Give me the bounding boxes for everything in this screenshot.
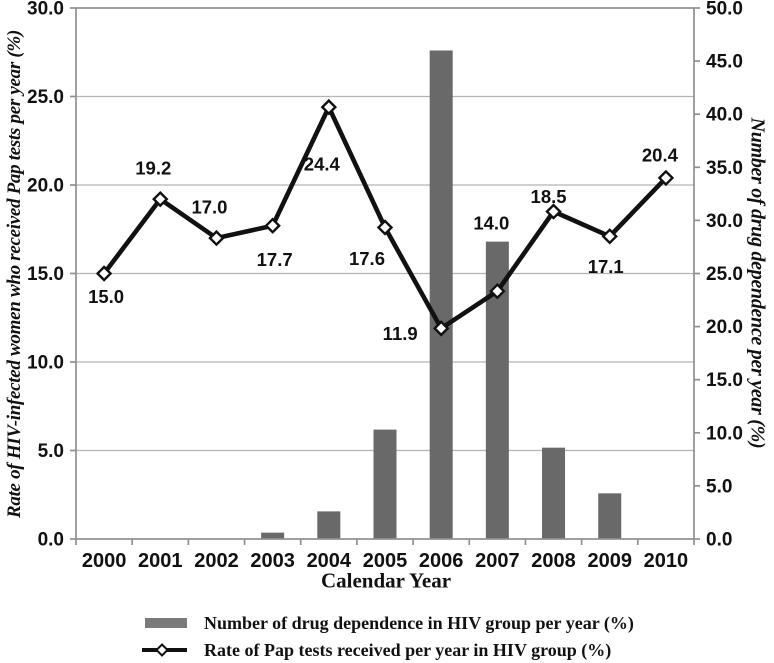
bar-swatch-icon (141, 618, 188, 628)
left-axis-tick-labels: 0.0 5.0 10.0 15.0 20.0 25.0 30.0 (27, 0, 64, 551)
bar-series (261, 50, 622, 539)
bar-2005 (373, 429, 397, 539)
axis-ticks (70, 7, 700, 545)
pap-rate-line (102, 101, 668, 332)
svg-text:30.0: 30.0 (27, 0, 64, 20)
svg-text:2010: 2010 (644, 550, 689, 572)
marker-2004 (320, 98, 338, 116)
legend-item-bars: Number of drug dependence in HIV group p… (141, 613, 634, 633)
marker-2010 (657, 169, 675, 187)
svg-text:2009: 2009 (587, 550, 632, 572)
bar-2003 (261, 532, 285, 539)
svg-text:2006: 2006 (419, 550, 464, 572)
x-axis-title: Calendar Year (320, 568, 452, 593)
svg-text:20.0: 20.0 (27, 176, 64, 197)
svg-text:24.4: 24.4 (304, 154, 341, 175)
marker-2009 (601, 228, 618, 245)
svg-text:35.0: 35.0 (706, 158, 743, 179)
svg-text:17.1: 17.1 (588, 256, 624, 277)
svg-text:5.0: 5.0 (38, 441, 64, 462)
svg-text:30.0: 30.0 (706, 211, 743, 232)
svg-text:0.0: 0.0 (38, 530, 64, 551)
svg-text:25.0: 25.0 (27, 87, 64, 108)
marker-2003 (264, 217, 281, 234)
svg-text:25.0: 25.0 (706, 264, 743, 285)
svg-text:45.0: 45.0 (706, 52, 743, 73)
svg-text:15.0: 15.0 (706, 370, 743, 391)
line-diamond-icon (141, 642, 188, 658)
marker-2005 (376, 219, 394, 236)
svg-text:2007: 2007 (475, 550, 520, 572)
svg-text:20.4: 20.4 (642, 144, 679, 165)
svg-text:20.0: 20.0 (706, 317, 743, 338)
right-axis-title: Number of drug dependence per year (%) (746, 117, 769, 449)
svg-text:19.2: 19.2 (135, 158, 171, 179)
marker-2001 (152, 190, 169, 208)
right-axis-tick-labels: 0.0 5.0 10.0 15.0 20.0 25.0 30.0 35.0 40.0 45.0 50… (706, 0, 743, 551)
svg-text:17.7: 17.7 (257, 249, 293, 270)
svg-text:15.0: 15.0 (88, 286, 124, 307)
svg-text:40.0: 40.0 (706, 105, 743, 126)
data-labels: 15.0 19.2 17.0 17.7 24.4 17.6 11.9 14.0 18.5 17.1… (88, 144, 679, 343)
bar-2009 (598, 493, 622, 539)
gridlines (76, 95, 694, 452)
bar-2008 (542, 447, 566, 539)
svg-text:2003: 2003 (250, 550, 295, 572)
svg-text:0.0: 0.0 (706, 530, 732, 551)
svg-text:15.0: 15.0 (27, 264, 64, 285)
legend-label-bars: Number of drug dependence in HIV group p… (204, 612, 634, 633)
svg-text:50.0: 50.0 (706, 0, 743, 20)
svg-text:14.0: 14.0 (473, 213, 509, 234)
svg-text:2008: 2008 (531, 550, 576, 572)
svg-text:2005: 2005 (363, 550, 408, 572)
marker-2000 (95, 265, 113, 282)
bar-2007 (485, 241, 509, 539)
svg-text:18.5: 18.5 (531, 186, 567, 207)
bar-2006 (429, 50, 453, 539)
svg-text:5.0: 5.0 (706, 476, 732, 497)
svg-text:17.0: 17.0 (191, 197, 227, 218)
svg-text:10.0: 10.0 (706, 423, 743, 444)
svg-text:10.0: 10.0 (27, 353, 64, 374)
marker-2008 (545, 203, 562, 220)
left-axis-title: Rate of HIV-infected women who received … (4, 30, 25, 518)
marker-2006 (432, 320, 450, 337)
svg-text:2002: 2002 (194, 550, 239, 572)
legend: Number of drug dependence in HIV group p… (141, 613, 634, 660)
x-axis-tick-labels: 2000 2001 2002 2003 2004 2005 2006 2007 2008 2009… (82, 550, 688, 572)
marker-2002 (208, 229, 225, 247)
svg-text:17.6: 17.6 (349, 248, 385, 269)
line-markers (95, 98, 675, 337)
svg-text:11.9: 11.9 (383, 323, 418, 344)
legend-label-line: Rate of Pap tests received per year in H… (204, 639, 612, 660)
svg-text:2000: 2000 (82, 550, 127, 572)
marker-2007 (489, 283, 506, 300)
legend-item-line: Rate of Pap tests received per year in H… (141, 640, 634, 660)
bar-2004 (317, 511, 341, 539)
svg-text:2001: 2001 (138, 550, 183, 572)
svg-text:2004: 2004 (307, 550, 352, 572)
